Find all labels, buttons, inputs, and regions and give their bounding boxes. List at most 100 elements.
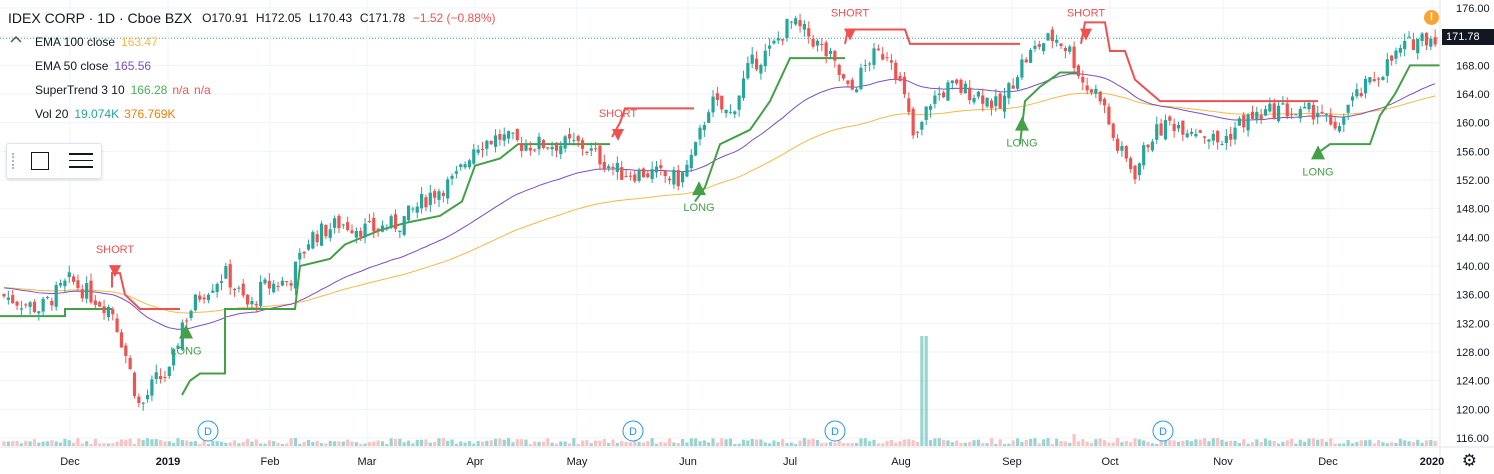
volume-bar xyxy=(11,441,15,446)
volume-bar xyxy=(1185,440,1189,446)
volume-bar xyxy=(424,439,428,446)
volume-bar xyxy=(1268,440,1272,446)
candle-body xyxy=(428,192,432,205)
legend-supertrend[interactable]: SuperTrend 3 10 166.28 n/a n/a xyxy=(8,78,500,102)
volume-bar xyxy=(1372,443,1376,446)
candle-body xyxy=(498,134,502,140)
alert-icon[interactable]: ! xyxy=(1424,10,1439,25)
volume-bar xyxy=(359,443,363,446)
candle-body xyxy=(1337,126,1342,132)
gear-icon[interactable]: ⚙ xyxy=(1461,451,1477,470)
low-value: L170.43 xyxy=(308,11,353,25)
volume-bar xyxy=(176,438,180,446)
candle-body xyxy=(1268,103,1272,112)
candle-body xyxy=(1189,131,1194,134)
volume-bar xyxy=(707,442,711,446)
legend-ema100[interactable]: EMA 100 close 163.47 xyxy=(8,30,500,54)
volume-bar xyxy=(1020,441,1024,446)
volume-bar xyxy=(163,441,167,446)
volume-bar xyxy=(232,440,237,446)
volume-bar xyxy=(1050,443,1054,446)
volume-bar xyxy=(750,438,754,446)
candle-body xyxy=(228,264,232,288)
volume-bar xyxy=(694,438,698,446)
dividend-circle xyxy=(824,420,846,442)
symbol-title: IDEX CORP · 1D · Cboe BZX xyxy=(8,10,193,26)
candle-body xyxy=(424,197,428,208)
short-label: SHORT xyxy=(599,108,638,120)
candle-body xyxy=(337,215,341,229)
chevron-up-icon[interactable] xyxy=(9,34,25,46)
candle-body xyxy=(602,161,606,170)
indicator-value: 19.074K xyxy=(74,107,120,121)
volume-bar xyxy=(341,441,345,446)
volume-bar xyxy=(389,438,393,446)
candle-body xyxy=(563,136,567,149)
candle-body xyxy=(333,218,337,228)
candle-body xyxy=(1142,145,1146,166)
candle-body xyxy=(789,21,793,23)
x-tick-label: Feb xyxy=(261,456,280,468)
legend-ema50[interactable]: EMA 50 close 165.56 xyxy=(8,54,500,78)
candle-body xyxy=(855,89,859,93)
volume-bar xyxy=(1211,438,1215,446)
volume-bar xyxy=(476,440,480,446)
indicator-name: EMA 100 close xyxy=(35,35,116,49)
rectangle-tool-icon[interactable] xyxy=(31,152,49,170)
candle-body xyxy=(1176,124,1181,129)
volume-bar xyxy=(807,439,811,446)
volume-bar xyxy=(1150,443,1154,446)
object-tree-icon[interactable] xyxy=(69,153,93,169)
candle-body xyxy=(489,140,493,145)
dividend-marker[interactable]: D xyxy=(1152,420,1174,442)
volume-bar xyxy=(533,441,537,446)
candle-body xyxy=(881,54,885,60)
dividend-label: D xyxy=(831,426,839,438)
candle-body xyxy=(463,164,467,168)
candle-body xyxy=(1002,95,1007,112)
symbol-row: IDEX CORP · 1D · Cboe BZX O170.91 H172.0… xyxy=(8,6,500,30)
indicator-extra: n/a xyxy=(194,83,211,97)
volume-bar xyxy=(206,443,211,446)
legend-volume[interactable]: Vol 20 19.074K 376.769K xyxy=(8,102,500,126)
supertrend-segment xyxy=(1019,71,1080,145)
volume-bar xyxy=(572,438,576,446)
volume-bar xyxy=(211,440,215,446)
dividend-marker[interactable]: D xyxy=(622,420,644,442)
volume-bar xyxy=(733,443,737,446)
candle-body xyxy=(1168,116,1172,121)
volume-bar xyxy=(915,441,920,446)
candle-body xyxy=(937,93,941,96)
volume-bar xyxy=(1102,440,1107,446)
candle-body xyxy=(928,105,933,110)
dividend-marker[interactable]: D xyxy=(824,420,846,442)
candle-body xyxy=(650,169,654,180)
volume-bar xyxy=(1307,438,1311,446)
candle-body xyxy=(607,166,611,168)
candle-body xyxy=(1211,133,1215,141)
volume-bar xyxy=(1120,442,1124,446)
volume-bar xyxy=(1294,443,1298,446)
candle-body xyxy=(411,208,415,210)
drawing-toolbar[interactable] xyxy=(6,143,102,179)
volume-bar xyxy=(1403,440,1407,446)
dividend-label: D xyxy=(629,426,637,438)
volume-bar xyxy=(724,439,728,446)
volume-bar xyxy=(15,441,19,446)
candle-body xyxy=(754,58,759,70)
volume-bar xyxy=(702,440,706,446)
volume-bar xyxy=(1168,440,1172,446)
volume-bar xyxy=(850,443,854,446)
volume-bar xyxy=(1146,441,1150,446)
candle-body xyxy=(942,92,946,98)
volume-bar xyxy=(763,442,767,446)
drag-handle-icon[interactable] xyxy=(12,153,16,169)
candle-body xyxy=(802,24,806,30)
dividend-marker[interactable]: D xyxy=(197,420,219,442)
candle-body xyxy=(863,64,867,66)
volume-bar xyxy=(1229,440,1233,446)
candle-body xyxy=(480,148,485,150)
volume-bar xyxy=(67,440,71,446)
short-arrow-icon xyxy=(612,129,624,141)
